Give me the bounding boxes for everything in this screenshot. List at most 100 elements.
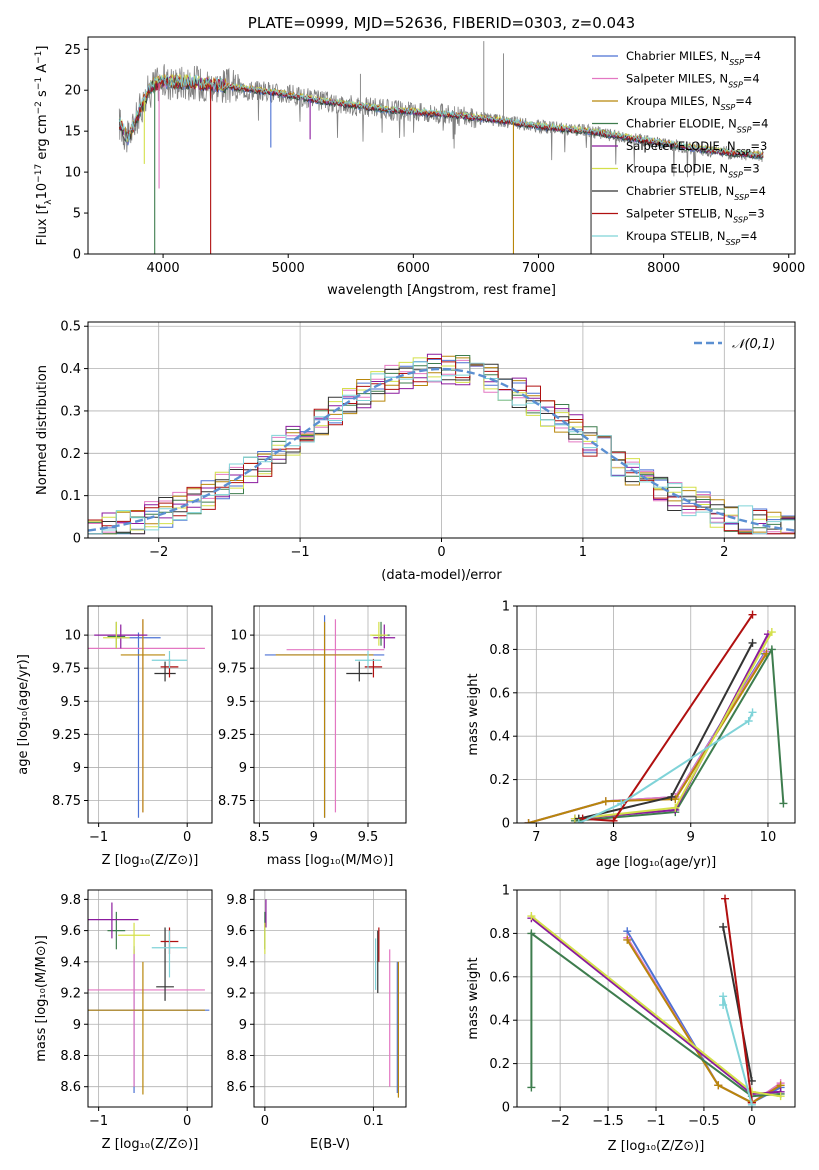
y-tick-label: 0.2 [489, 773, 510, 788]
x-axis-label: (data-model)/error [381, 568, 502, 583]
errorbar-chabrier_stelib [346, 661, 373, 682]
series-line [722, 926, 753, 1082]
y-tick-label: 9.4 [226, 955, 247, 970]
panel-5: 7 8 9 10 0 0.2 0.4 0.6 0.8 1 age [log₁₀(age/yr)] ma… [466, 600, 796, 870]
x-tick-label: 0 [748, 1114, 756, 1129]
y-axis-label: age [log₁₀(age/yr)] [16, 654, 31, 775]
x-tick-label: −1.5 [592, 1114, 624, 1129]
axes-frame [516, 605, 796, 824]
y-axis-label: mass [log₁₀(M/M⊙)] [34, 935, 49, 1062]
plot-area [517, 606, 795, 823]
x-axis-label: wavelength [Angstrom, rest frame] [327, 283, 556, 298]
errorbar-kroupa_miles [275, 621, 374, 818]
y-tick-label: 15 [64, 125, 81, 140]
y-tick-label: 9.25 [52, 728, 81, 743]
legend-entry-gauss: 𝒩(0,1) [732, 337, 775, 352]
data-point [524, 819, 533, 823]
y-tick-label: 0.1 [60, 489, 81, 504]
y-tick-label: 9.75 [52, 662, 81, 677]
panel-8: −2 −1.5 −1 −0.5 0 0 0.2 0.4 0.6 0.8 1 Z [log₁₀(Z/Z⊙… [466, 884, 796, 1154]
y-tick-label: 0 [502, 1101, 510, 1116]
errorbar-kroupa_stelib [151, 930, 188, 978]
x-tick-label: 2 [720, 545, 728, 560]
series-line [528, 653, 768, 823]
y-tick-label: 9.6 [60, 924, 81, 939]
legend-entry-chabrier_stelib: Chabrier STELIB, NSSP=4 [626, 184, 766, 202]
y-tick-label: 10 [230, 629, 247, 644]
data-point [748, 638, 757, 647]
y-tick-label: 9.2 [226, 987, 247, 1002]
panel-3: −1 0 8.75 9 9.25 9.5 9.75 10 Z [log₁₀(Z/Z⊙)] age … [16, 605, 213, 868]
data-point [719, 922, 728, 931]
y-tick-label: 8.6 [226, 1080, 247, 1095]
data-point [747, 1100, 756, 1107]
series-kroupa_miles [524, 649, 771, 823]
y-tick-label: 9.75 [218, 662, 247, 677]
legend-entry-salpeter_elodie: Salpeter ELODIE, NSSP=3 [626, 139, 767, 157]
y-tick-label: 9.6 [226, 924, 247, 939]
y-tick-label: 1 [502, 600, 510, 615]
errorbar-salpeter_elodie [373, 624, 396, 649]
errorbar-chabrier_elodie [372, 621, 390, 646]
y-tick-label: 9.5 [226, 695, 247, 710]
data-point [601, 797, 610, 806]
y-axis-label: mass weight [466, 673, 481, 755]
y-tick-label: 0.2 [60, 447, 81, 462]
x-axis-label: mass [log₁₀(M/M⊙)] [267, 853, 394, 868]
axes-frame [87, 605, 213, 824]
data-point [714, 1081, 723, 1090]
series-kroupa_elodie [570, 628, 776, 823]
y-tick-label: 0.8 [489, 643, 510, 658]
plot-area [88, 606, 212, 823]
y-tick-label: 0.4 [489, 1014, 510, 1029]
errorbar-kroupa_miles [88, 961, 205, 1095]
legend-entry-chabrier_elodie: Chabrier ELODIE, NSSP=4 [626, 117, 768, 135]
errorbar-kroupa_stelib [354, 650, 382, 669]
x-tick-label: 0 [183, 1114, 191, 1129]
x-tick-label: 4000 [147, 261, 180, 276]
y-tick-label: 8.6 [60, 1080, 81, 1095]
series-salpeter_stelib [578, 610, 757, 823]
x-tick-label: 7 [532, 830, 540, 845]
errorbar-kroupa_elodie [118, 922, 150, 955]
y-tick-label: 0.5 [60, 320, 81, 335]
errorbar-salpeter_miles [286, 619, 385, 813]
y-tick-label: 9.8 [60, 893, 81, 908]
legend-entry-salpeter_stelib: Salpeter STELIB, NSSP=3 [626, 207, 765, 225]
errorbar-salpeter_elodie [94, 624, 148, 649]
series-line [578, 642, 754, 820]
y-tick-label: 9.25 [218, 728, 247, 743]
plot-area [254, 890, 406, 1107]
x-axis-label: Z [log₁₀(Z/Z⊙)] [102, 1137, 199, 1152]
histogram-chabrier_stelib [88, 363, 795, 535]
data-point [767, 628, 776, 637]
y-tick-label: 9 [73, 1018, 81, 1033]
y-axis-label: mass weight [466, 957, 481, 1039]
legend-entry-kroupa_elodie: Kroupa ELODIE, NSSP=3 [626, 162, 760, 180]
y-tick-label: 9 [239, 1018, 247, 1033]
x-tick-label: −1 [291, 545, 310, 560]
x-tick-label: 1 [579, 545, 587, 560]
errorbar-kroupa_elodie [370, 621, 388, 646]
series-kroupa_stelib [719, 992, 756, 1107]
chart-title: PLATE=0999, MJD=52636, FIBERID=0303, z=0… [248, 14, 635, 32]
y-tick-label: 0.4 [489, 730, 510, 745]
x-axis-label: Z [log₁₀(Z/Z⊙)] [102, 853, 199, 868]
x-axis-label: Z [log₁₀(Z/Z⊙)] [608, 1139, 705, 1154]
axes-frame [253, 605, 407, 824]
y-axis-label: Flux [fλ10−17 erg cm−2 s−1 A−1] [34, 46, 54, 246]
plot-area [88, 890, 212, 1107]
y-tick-label: 10 [64, 629, 81, 644]
y-tick-label: 9.4 [60, 955, 81, 970]
data-point [527, 929, 536, 938]
y-tick-label: 9.5 [60, 695, 81, 710]
series-line [722, 996, 753, 1106]
series-kroupa_stelib [574, 708, 757, 823]
panel-2: −2 −1 0 1 2 0 0.1 0.2 0.3 0.4 0.5 𝒩(0,1) (data-model… [35, 320, 796, 583]
y-tick-label: 9 [239, 761, 247, 776]
y-tick-label: 10 [64, 166, 81, 181]
plot-area [254, 606, 406, 823]
x-tick-label: 0 [261, 1114, 269, 1129]
histogram-salpeter_stelib [88, 358, 795, 535]
